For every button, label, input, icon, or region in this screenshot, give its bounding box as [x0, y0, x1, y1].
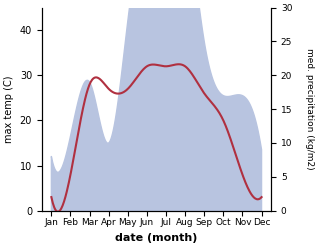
Y-axis label: med. precipitation (kg/m2): med. precipitation (kg/m2) [305, 48, 314, 170]
Y-axis label: max temp (C): max temp (C) [4, 75, 14, 143]
X-axis label: date (month): date (month) [115, 233, 198, 243]
